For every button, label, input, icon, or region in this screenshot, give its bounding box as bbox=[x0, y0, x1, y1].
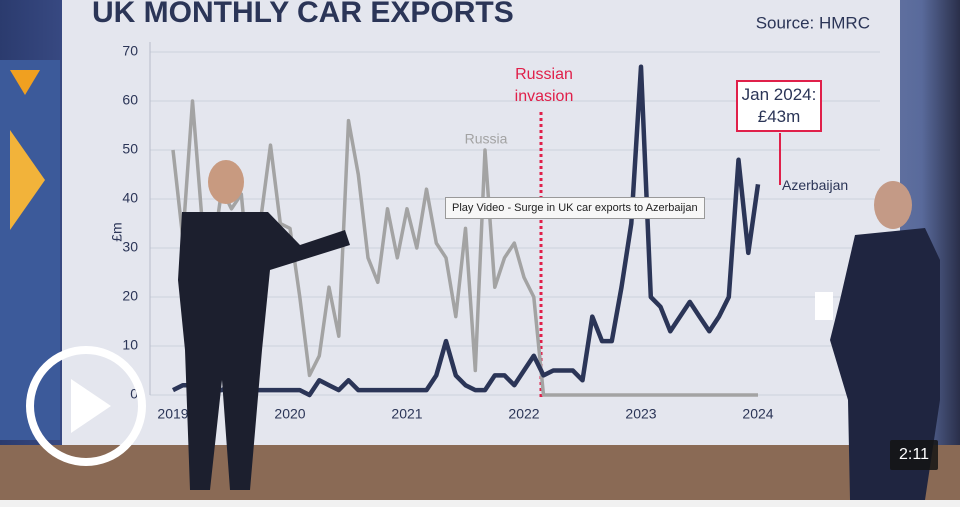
x-tick-label: 2020 bbox=[274, 406, 305, 422]
y-tick-label: 10 bbox=[122, 337, 138, 353]
studio-floor bbox=[0, 445, 960, 500]
source: Source: HMRC bbox=[756, 13, 870, 32]
play-ring bbox=[26, 346, 146, 466]
duration: 2:11 bbox=[890, 440, 938, 470]
callout-box: Jan 2024: £43m bbox=[736, 80, 822, 132]
tooltip: Play Video - Surge in UK car exports to … bbox=[445, 197, 705, 219]
series-line bbox=[171, 99, 758, 397]
play-icon bbox=[71, 379, 111, 433]
chart-title: UK MONTHLY CAR EXPORTS bbox=[92, 0, 514, 29]
presenter-right bbox=[815, 181, 940, 500]
play-button[interactable] bbox=[21, 341, 151, 471]
x-tick-label: 2021 bbox=[391, 406, 422, 422]
invasion-annotation: Russian invasion bbox=[514, 66, 574, 105]
series-line bbox=[171, 64, 761, 398]
y-tick-label: 0 bbox=[130, 386, 138, 402]
decor bbox=[10, 70, 40, 95]
decor bbox=[10, 130, 45, 230]
presenter-left bbox=[178, 160, 350, 490]
y-tick-label: 50 bbox=[122, 141, 138, 157]
x-tick-label: 2019 bbox=[157, 406, 188, 422]
x-tick-label: 2024 bbox=[742, 406, 773, 422]
x-tick-label: 2023 bbox=[625, 406, 656, 422]
y-tick-label: 30 bbox=[122, 239, 138, 255]
y-tick-label: 60 bbox=[122, 92, 138, 108]
series-label: Azerbaijan bbox=[782, 177, 848, 193]
y-tick-label: 40 bbox=[122, 190, 138, 206]
y-tick-label: 20 bbox=[122, 288, 138, 304]
y-tick-label: 70 bbox=[122, 43, 138, 59]
x-tick-label: 2022 bbox=[508, 406, 539, 422]
series-label: Russia bbox=[465, 131, 508, 147]
footer-strip bbox=[0, 500, 960, 507]
y-axis-label: £m bbox=[109, 222, 125, 241]
